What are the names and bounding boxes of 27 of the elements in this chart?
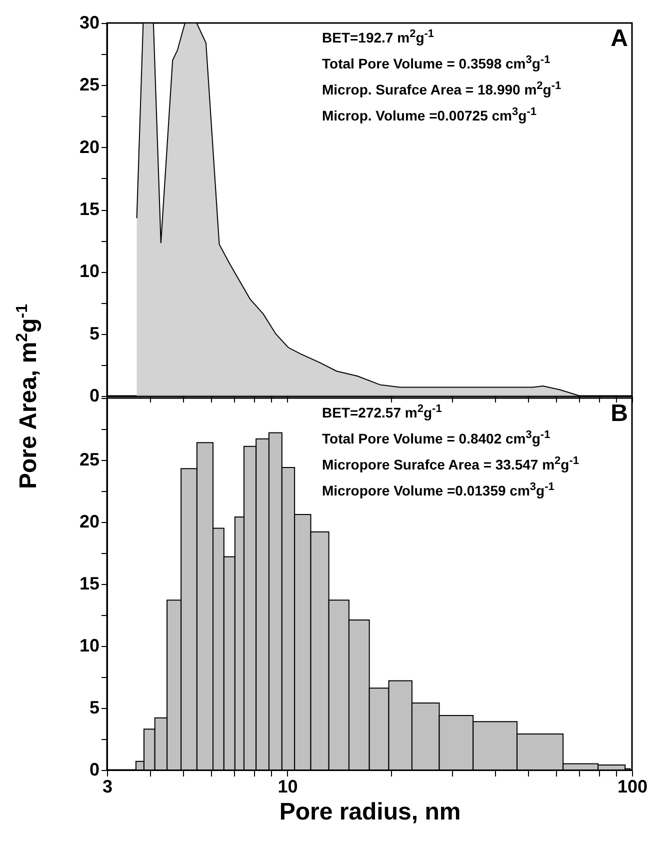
x-tick-label: 100 [617,776,648,796]
annotation: BET=192.7 m$^{2}$g$^{-1}$ [322,28,434,46]
x-tick-label: 10 [278,776,298,796]
annotation: B [610,400,628,427]
y-tick-label: 10 [79,261,100,282]
y-tick-label: 30 [79,12,100,32]
y-tick-label: 20 [79,136,100,157]
annotation: Total Pore Volume = 0.8402 cm$^{3}$g$^{-1}$ [322,429,550,447]
y-tick-label: 15 [79,199,100,219]
y-tick-label: 5 [89,323,100,344]
annotation: Total Pore Volume = 0.3598 cm$^{3}$g$^{-1}$ [322,54,550,72]
annotation: A [610,25,628,52]
x-axis-title: Pore radius, nm [279,798,461,826]
y-tick-label: 25 [79,74,100,95]
x-tick-label: 3 [102,776,113,796]
annotation: Micropore Surafce Area = 33.547 m$^{2}$g$^{-1}$ [322,455,580,473]
y-tick-label: 0 [89,386,100,406]
annotation: Microp. Surafce Area = 18.990 m$^{2}$g$^{-1}$ [322,80,562,98]
annotation: Microp. Volume =0.00725 cm$^{3}$g$^{-1}$ [322,106,536,124]
y-tick-label: 10 [79,636,100,656]
y-tick-label: 0 [89,760,100,780]
y-tick-label: 5 [89,698,100,718]
annotation: BET=272.57 m$^{2}$g$^{-1}$ [322,403,442,421]
y-tick-label: 20 [79,512,100,532]
y-tick-label: 25 [79,450,100,470]
annotation: Micropore Volume =0.01359 cm$^{3}$g$^{-1}$ [322,481,554,499]
y-tick-label: 15 [79,574,100,594]
